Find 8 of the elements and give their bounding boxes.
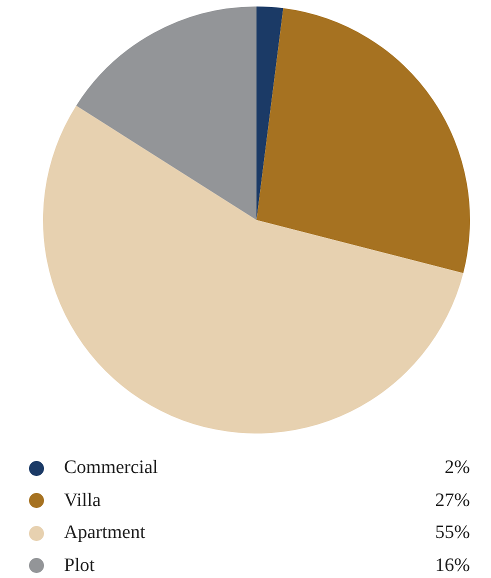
legend-label: Commercial xyxy=(64,457,159,480)
data-label: 55% xyxy=(435,522,470,544)
data-label: 27% xyxy=(435,490,470,512)
data-label: 16% xyxy=(435,554,470,577)
legend-label: Villa xyxy=(64,490,102,512)
legend-label: Plot xyxy=(64,554,96,577)
data-label: 2% xyxy=(444,457,470,480)
legend-label: Apartment xyxy=(64,522,146,544)
